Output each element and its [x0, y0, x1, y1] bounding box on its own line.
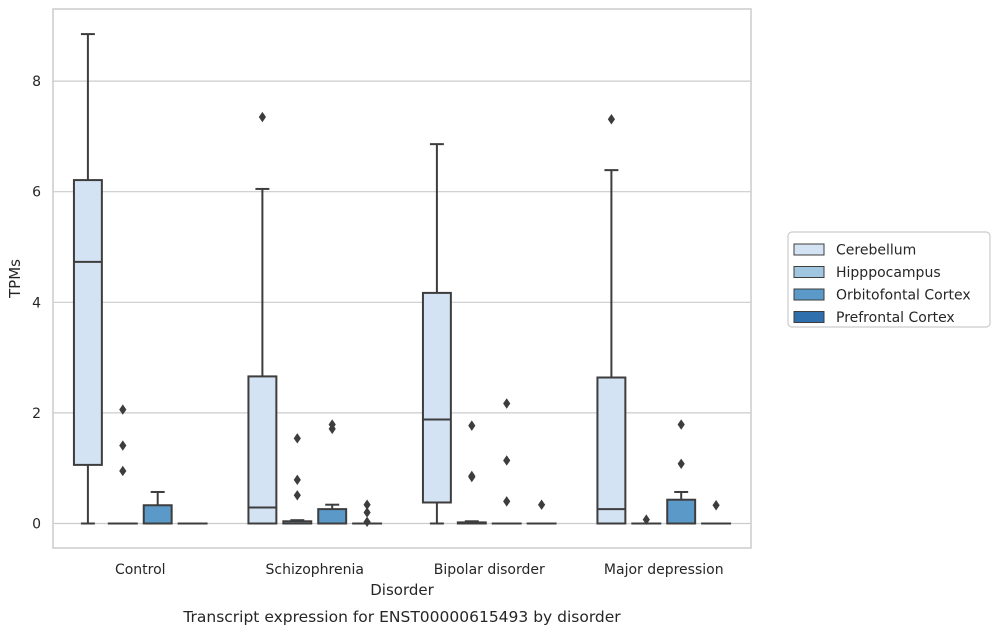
legend-swatch [793, 243, 825, 256]
flier-point [328, 419, 336, 430]
box-orbitofontal-cortex-1 [317, 419, 348, 525]
x-tick-label: Bipolar disorder [434, 562, 545, 578]
box-orbitofontal-cortex-0 [142, 490, 173, 525]
legend-frame [787, 231, 991, 328]
flier-point [503, 455, 511, 466]
y-axis-label: TPMs [6, 259, 24, 299]
flier-point [119, 404, 127, 415]
box-cerebellum-2 [421, 143, 452, 525]
box-cerebellum-1 [247, 111, 278, 525]
box-orbitofontal-cortex-3 [666, 419, 697, 525]
box-orbitofontal-cortex-2 [491, 398, 522, 525]
x-tick-label: Schizophrenia [266, 562, 364, 578]
flier-point [712, 500, 720, 511]
box-cerebellum-0 [72, 33, 103, 525]
legend-swatch [793, 266, 825, 278]
flier-point [293, 433, 301, 444]
legend-label: Hipppocampus [836, 265, 941, 281]
box-iqr [666, 498, 697, 525]
box-prefrontal-cortex-1 [352, 499, 383, 528]
flier-point [642, 514, 650, 525]
box-iqr [596, 376, 627, 525]
flier-point [468, 470, 476, 482]
flier-point [363, 499, 371, 510]
box-hipppocampus-1 [282, 433, 313, 525]
box-iqr [317, 508, 348, 525]
legend-label: Prefrontal Cortex [836, 310, 955, 326]
box-plots [72, 33, 732, 528]
box-iqr [247, 375, 278, 525]
chart-caption: Transcript expression for ENST0000061549… [182, 608, 621, 626]
flier-point [677, 419, 685, 430]
legend-label: Cerebellum [836, 243, 916, 259]
flier-point [538, 499, 546, 510]
gridlines [53, 80, 751, 525]
box-prefrontal-cortex-3 [701, 500, 732, 525]
flier-point [258, 111, 266, 123]
y-tick-label: 4 [32, 295, 41, 311]
x-tick-label: Major depression [604, 562, 724, 578]
box-hipppocampus-0 [107, 404, 138, 525]
flier-point [503, 496, 511, 507]
flier-point [363, 507, 371, 518]
flier-point [677, 458, 685, 469]
y-tick-label: 2 [32, 406, 41, 422]
y-tick-label: 6 [32, 185, 41, 201]
flier-point [119, 465, 127, 477]
legend-swatch [793, 311, 825, 323]
flier-point [119, 440, 127, 451]
y-axis-ticks: 0 2 4 6 8 [32, 74, 41, 532]
flier-point [503, 398, 511, 409]
flier-point [363, 516, 371, 528]
y-tick-label: 8 [32, 74, 41, 90]
legend-label: Orbitofontal Cortex [836, 288, 971, 304]
x-axis-label: Disorder [370, 581, 434, 599]
legend-swatch [793, 288, 825, 301]
flier-point [293, 490, 301, 501]
y-tick-label: 0 [32, 517, 41, 533]
box-iqr [72, 179, 103, 466]
x-axis-ticks: Control Schizophrenia Bipolar disorder Majo… [115, 562, 724, 578]
box-hipppocampus-2 [456, 420, 487, 525]
box-iqr [421, 291, 452, 504]
plot-frame [52, 8, 752, 549]
box-hipppocampus-3 [631, 514, 662, 525]
box-cerebellum-3 [596, 114, 627, 525]
flier-point [293, 474, 301, 486]
legend: Cerebellum Hipppocampus Orbitofontal Corte… [787, 231, 991, 328]
box-prefrontal-cortex-2 [526, 499, 557, 525]
flier-point [468, 420, 476, 431]
box-iqr [142, 504, 173, 525]
x-tick-label: Control [115, 562, 166, 578]
flier-point [607, 114, 615, 125]
